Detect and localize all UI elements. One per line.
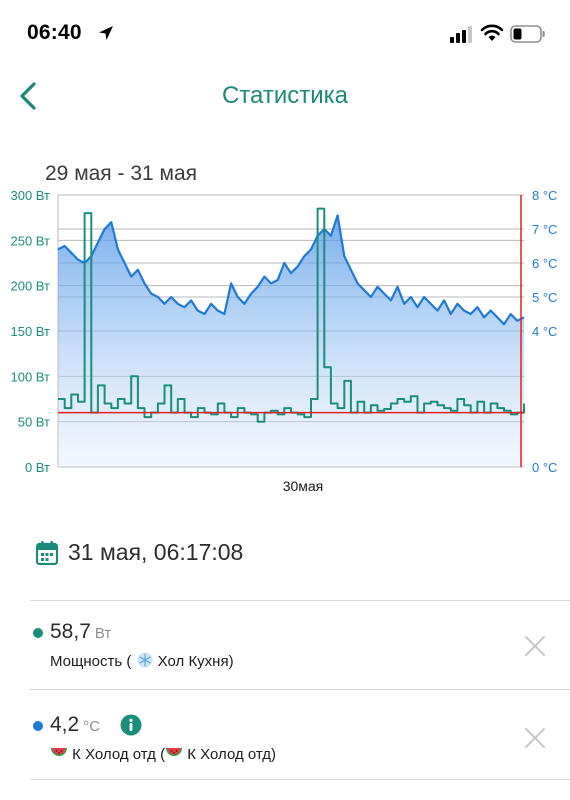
right-axis-tick-label: 7 °C: [532, 222, 557, 237]
power-value: 58,7 Вт: [50, 620, 111, 644]
calendar-icon: [36, 541, 58, 565]
left-axis-tick-label: 150 Вт: [11, 324, 51, 339]
power-value-number: 58,7: [50, 620, 91, 643]
location-arrow-icon: [99, 26, 113, 40]
chart-date-range: 29 мая - 31 мая: [45, 162, 198, 185]
status-bar: 06:40: [0, 0, 570, 60]
series-color-dot: [33, 721, 43, 731]
temperature-value-number: 4,2: [50, 713, 80, 736]
back-button[interactable]: [12, 78, 48, 114]
temperature-area: [58, 215, 524, 467]
status-time: 06:40: [27, 21, 82, 44]
left-axis-tick-label: 300 Вт: [11, 188, 51, 203]
wifi-icon: [480, 24, 504, 41]
power-label-text: Мощность (: [50, 653, 132, 670]
watermelon-icon: [51, 748, 67, 756]
left-axis-tick-label: 50 Вт: [18, 415, 50, 430]
right-axis-tick-label: 5 °C: [532, 290, 557, 305]
temperature-label-text: К Холод отд (: [72, 746, 166, 763]
page-title: Статистика: [221, 82, 349, 109]
temperature-label: К Холод отд ( К Холод отд): [50, 745, 276, 763]
list-item-power[interactable]: 58,7 Вт Мощность ( Хол Кухня): [0, 600, 570, 690]
right-axis-tick-label: 8 °C: [532, 188, 557, 203]
left-axis-tick-label: 250 Вт: [11, 233, 51, 248]
right-axis-tick-label: 6 °C: [532, 256, 557, 271]
list-item-temperature[interactable]: 4,2 °C К Холод отд ( К Холод отд): [0, 690, 570, 780]
series-color-dot: [33, 628, 43, 638]
power-unit: Вт: [94, 625, 112, 642]
right-axis-tick-label: 0 °C: [532, 460, 557, 475]
snowflake-icon: [136, 652, 153, 668]
divider: [30, 779, 570, 780]
right-axis-tick-label: 4 °C: [532, 324, 557, 339]
temperature-value: 4,2 °C: [50, 713, 100, 737]
x-axis-tick-label: 30мая: [283, 478, 324, 494]
left-axis-tick-label: 0 Вт: [25, 460, 50, 475]
watermelon-icon: [166, 748, 183, 756]
reading-timestamp: 31 мая, 06:17:08: [68, 539, 244, 565]
divider: [30, 689, 570, 690]
remove-power-button[interactable]: [522, 633, 548, 659]
power-device-name: Хол Кухня): [157, 653, 234, 670]
left-axis-tick-label: 200 Вт: [11, 279, 51, 294]
temperature-unit: °C: [83, 718, 101, 735]
remove-temperature-button[interactable]: [522, 725, 548, 751]
power-label: Мощность ( Хол Кухня): [50, 652, 234, 670]
temperature-series-line: [57, 214, 525, 326]
temperature-device-name: К Холод отд): [187, 746, 277, 763]
cellular-signal-icon: [450, 26, 472, 43]
left-axis-tick-label: 100 Вт: [11, 369, 51, 384]
battery-icon: [510, 25, 545, 43]
divider: [30, 600, 570, 601]
info-icon[interactable]: [120, 714, 142, 736]
